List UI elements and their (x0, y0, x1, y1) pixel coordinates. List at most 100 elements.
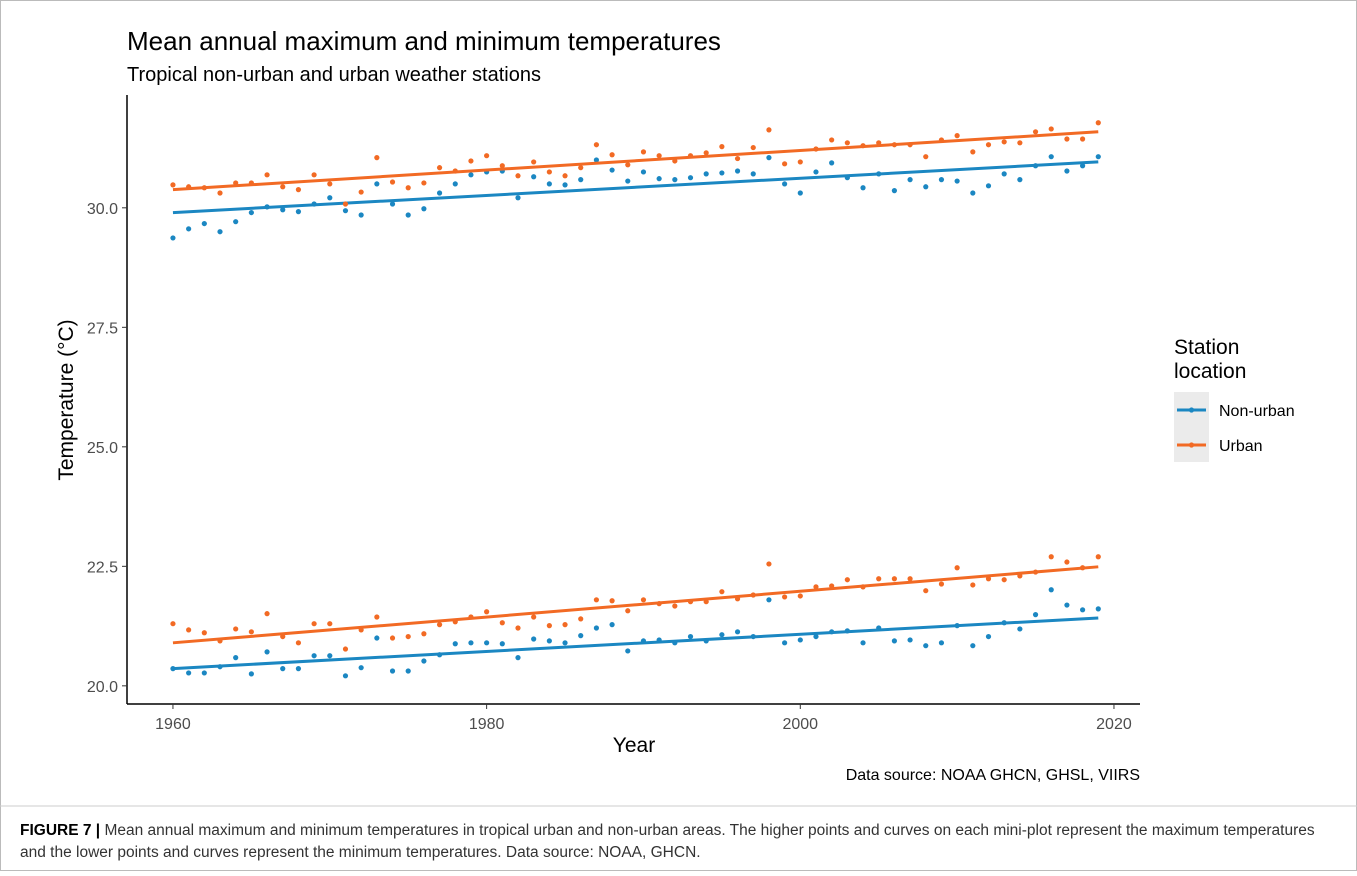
data-point (374, 635, 380, 641)
data-point (295, 666, 302, 672)
data-point (687, 175, 694, 181)
x-tick-label: 1980 (469, 716, 505, 733)
data-point (938, 177, 945, 183)
data-point (468, 172, 474, 178)
data-point (374, 155, 380, 161)
data-point (860, 185, 866, 191)
data-point (687, 633, 694, 640)
data-point (985, 142, 992, 148)
data-point (907, 177, 913, 183)
data-point (295, 640, 302, 646)
data-point (1032, 129, 1039, 135)
data-point (970, 643, 976, 649)
data-point (876, 576, 882, 582)
data-point (609, 622, 615, 628)
data-point (1095, 154, 1101, 160)
data-point (358, 189, 364, 195)
data-point (389, 668, 396, 674)
data-point (311, 172, 317, 178)
chart-subtitle: Tropical non-urban and urban weather sta… (127, 64, 541, 86)
data-point (562, 622, 568, 628)
data-point (938, 581, 945, 587)
data-point (1001, 139, 1007, 145)
data-point (923, 154, 929, 160)
data-point (578, 177, 584, 183)
data-point (389, 201, 396, 207)
x-tick-label: 2020 (1096, 716, 1132, 733)
data-point (797, 637, 803, 643)
data-point (860, 640, 866, 646)
data-point (170, 235, 176, 241)
data-point (1079, 136, 1086, 142)
data-point (531, 614, 537, 620)
data-point (484, 153, 490, 159)
legend-dot (1188, 442, 1195, 448)
data-point (719, 589, 725, 595)
legend-dot (1188, 407, 1195, 413)
data-point (703, 171, 709, 177)
data-point (562, 182, 568, 188)
data-point (1017, 626, 1023, 632)
data-point (829, 137, 835, 143)
data-point (656, 176, 662, 182)
data-point (719, 170, 725, 176)
data-point (719, 144, 725, 150)
data-point (1048, 126, 1054, 132)
data-point (248, 629, 254, 635)
data-point (201, 630, 207, 636)
data-point (358, 212, 364, 218)
data-point (625, 608, 631, 614)
data-point (970, 149, 976, 155)
data-point (546, 181, 552, 187)
data-point (358, 665, 364, 671)
data-point (593, 157, 600, 163)
data-point (734, 629, 741, 635)
data-point (719, 632, 725, 638)
source-note: Data source: NOAA GHCN, GHSL, VIIRS (846, 767, 1140, 784)
data-point (389, 179, 396, 185)
y-tick-label: 25.0 (87, 440, 118, 457)
data-point (515, 173, 521, 179)
data-point (907, 576, 913, 582)
data-point (1017, 177, 1023, 183)
data-point (327, 181, 333, 187)
data-point (766, 127, 772, 133)
y-tick-label: 22.5 (87, 559, 118, 576)
data-point (515, 625, 521, 631)
data-point (766, 561, 772, 567)
data-point (1095, 606, 1101, 612)
data-point (672, 177, 678, 183)
data-point (782, 161, 788, 167)
data-point (954, 178, 960, 184)
data-point (1064, 602, 1070, 608)
data-point (734, 155, 741, 162)
data-point (1048, 154, 1054, 160)
data-point (907, 637, 913, 643)
data-point (405, 212, 411, 218)
data-point (531, 159, 537, 165)
data-point (813, 633, 819, 640)
data-point (593, 142, 600, 148)
data-point (625, 648, 631, 654)
data-point (248, 671, 254, 677)
data-point (421, 658, 427, 664)
data-point (515, 195, 521, 201)
data-point (452, 181, 458, 187)
data-point (782, 594, 788, 600)
data-point (468, 640, 474, 646)
data-point (374, 181, 380, 187)
data-point (311, 653, 317, 659)
trend-line (172, 130, 1099, 192)
data-point (499, 620, 505, 626)
data-point (985, 633, 992, 640)
data-point (829, 160, 835, 166)
data-point (938, 640, 945, 646)
y-axis-title: Temperature (°C) (55, 319, 78, 480)
data-point (436, 190, 443, 196)
data-point (217, 229, 223, 235)
data-point (421, 180, 427, 186)
data-point (782, 181, 788, 187)
data-point (656, 153, 662, 159)
